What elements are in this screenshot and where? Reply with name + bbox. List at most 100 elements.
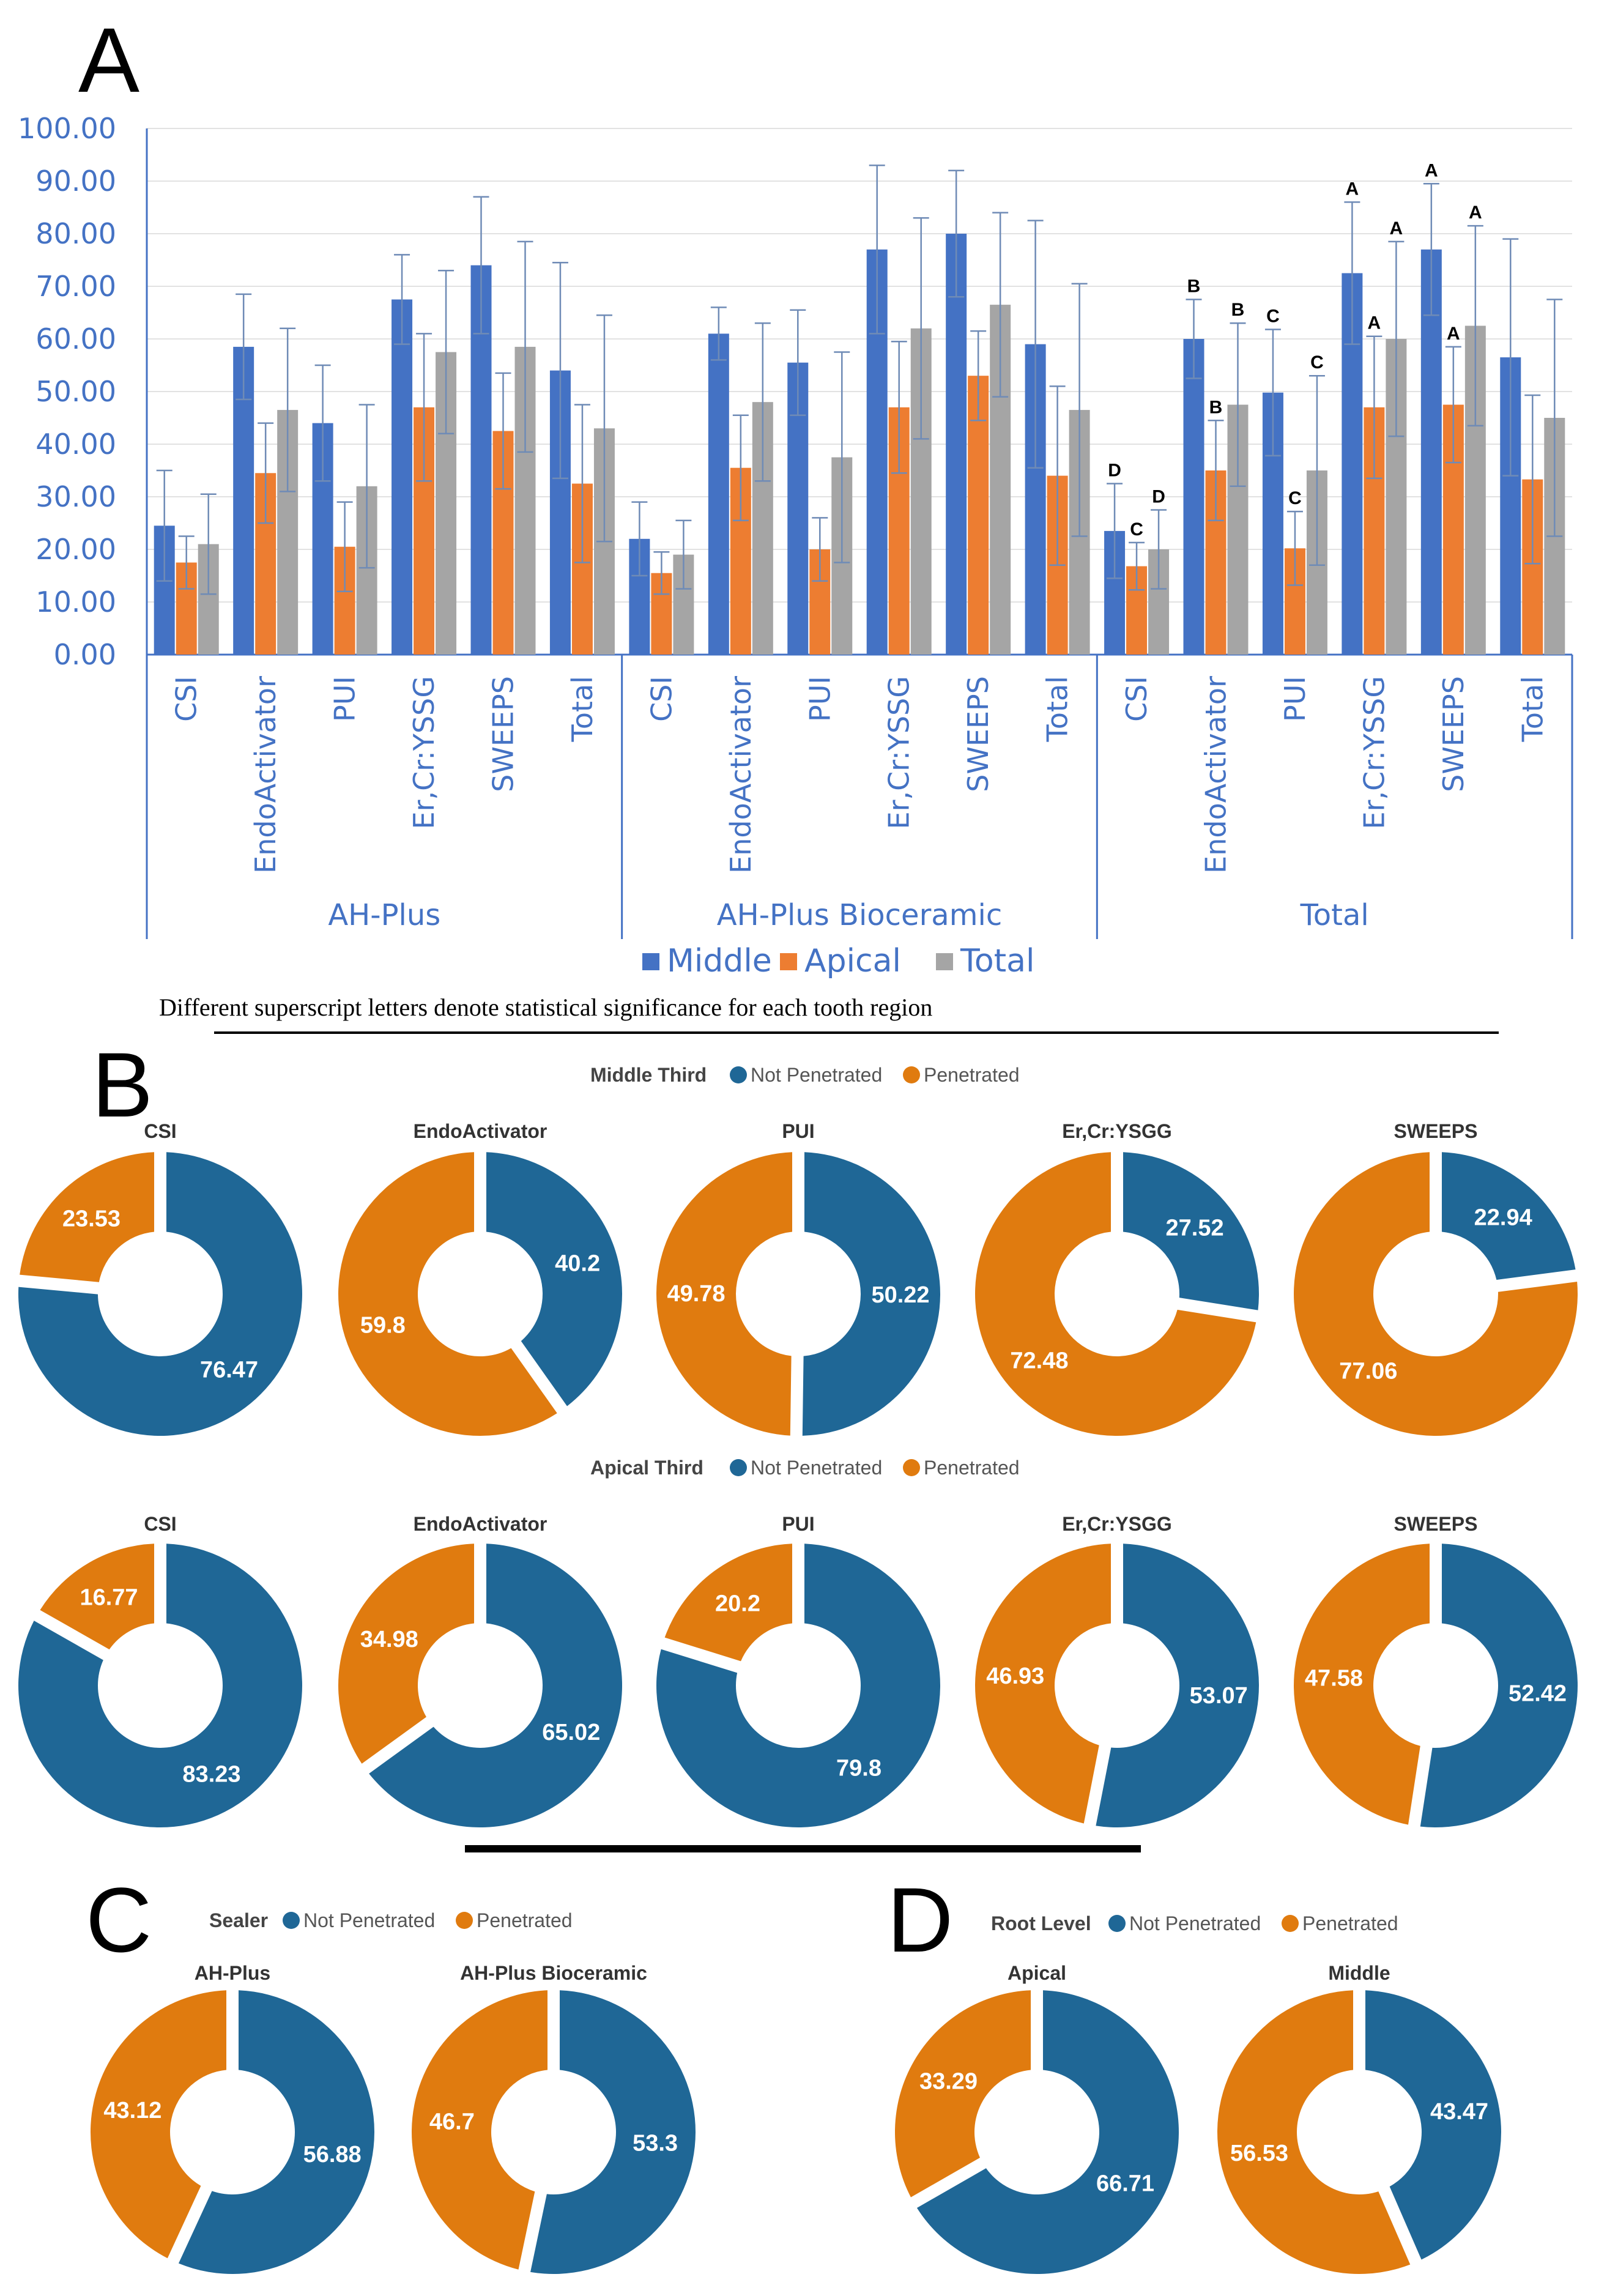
donut-title: PUI	[782, 1120, 814, 1142]
bar-middle	[392, 299, 413, 655]
donut-title: Er,Cr:YSGG	[1062, 1120, 1172, 1142]
panel-label-a: A	[78, 9, 139, 111]
legend-dot	[1282, 1915, 1299, 1932]
legend-dot	[283, 1912, 300, 1929]
bar-chart-a: 0.00 10.00 20.00 30.00 40.00 50.00 60.00 70.00 8…	[18, 112, 1573, 979]
panel-label-c: C	[86, 1868, 152, 1971]
donut-slice-not-penetrated	[530, 1990, 696, 2274]
category-label: PUI	[328, 676, 362, 722]
significance-letter: A	[1390, 218, 1403, 239]
significance-letter: A	[1425, 160, 1438, 180]
donut-slice-not-penetrated	[916, 1990, 1179, 2275]
category-label: EndoActivator	[1200, 676, 1233, 874]
donut-legend-label: Penetrated	[477, 1909, 573, 1931]
y-tick-label: 80.00	[35, 217, 116, 250]
significance-letter: B	[1187, 277, 1201, 297]
donut-slice-not-penetrated	[178, 1990, 375, 2275]
legend-swatch-apical	[780, 953, 797, 970]
category-label: SWEEPS	[962, 676, 995, 792]
legend-dot	[456, 1912, 473, 1929]
category-label: Total	[1041, 676, 1074, 742]
group-label: AH-Plus	[328, 898, 440, 932]
donut-legend-label: Not Penetrated	[1129, 1912, 1261, 1934]
donut-legend-title: Middle Third	[590, 1064, 707, 1086]
donut-slice-not-penetrated	[18, 1544, 303, 1828]
category-label: PUI	[1279, 676, 1312, 722]
donut-slice-penetrated	[656, 1152, 793, 1436]
significance-letter: A	[1368, 313, 1381, 333]
donut-slice-penetrated	[412, 1990, 548, 2270]
legend-dot	[903, 1066, 920, 1083]
donut-slice-penetrated	[974, 1152, 1256, 1436]
donut-value-penetrated: 34.98	[360, 1627, 418, 1652]
legend-swatch-middle	[642, 953, 659, 970]
legend-label: Total	[960, 943, 1034, 979]
donut-value-not-penetrated: 52.42	[1509, 1681, 1567, 1707]
donut-slice-penetrated	[91, 1990, 227, 2259]
donut-value-not-penetrated: 53.07	[1190, 1683, 1248, 1709]
significance-letter: D	[1108, 461, 1121, 481]
donut-title: Apical	[1008, 1962, 1066, 1984]
donut-title: SWEEPS	[1394, 1120, 1478, 1142]
donut-title: Middle	[1328, 1962, 1390, 1984]
significance-letter: B	[1209, 397, 1223, 417]
donut-legend-title: Apical Third	[590, 1457, 703, 1479]
legend-swatch-total	[936, 953, 953, 970]
y-tick-label: 50.00	[35, 375, 116, 408]
donut-title: AH-Plus	[195, 1962, 270, 1984]
donut-value-penetrated: 46.93	[986, 1663, 1044, 1689]
donut-value-not-penetrated: 22.94	[1474, 1205, 1532, 1231]
donut-value-penetrated: 56.53	[1230, 2141, 1288, 2166]
donut-slice-penetrated	[40, 1544, 155, 1650]
donut-legend-label: Penetrated	[924, 1064, 1020, 1086]
significance-letter: C	[1310, 352, 1324, 373]
category-label: Total	[566, 676, 599, 742]
donut-title: EndoActivator	[414, 1120, 547, 1142]
category-label: SWEEPS	[487, 676, 520, 792]
category-label: Er,Cr:YSSG	[883, 676, 916, 829]
donut-slice-not-penetrated	[18, 1152, 303, 1436]
bar-middle	[946, 234, 967, 655]
y-tick-label: 40.00	[35, 428, 116, 461]
donut-legend-label: Penetrated	[1302, 1912, 1398, 1934]
donut-title: AH-Plus Bioceramic	[460, 1962, 647, 1984]
donut-title: CSI	[144, 1513, 176, 1535]
significance-note: Different superscript letters denote sta…	[159, 994, 932, 1021]
donut-title: SWEEPS	[1394, 1513, 1478, 1535]
legend-dot	[903, 1459, 920, 1476]
donut-slice-penetrated	[1294, 1544, 1430, 1825]
donut-value-penetrated: 43.12	[103, 2098, 161, 2123]
group-label: Total	[1300, 898, 1369, 932]
category-label: PUI	[803, 676, 836, 722]
donut-slice-penetrated	[1294, 1152, 1578, 1436]
donut-slice-not-penetrated	[802, 1152, 941, 1436]
donut-value-penetrated: 16.77	[80, 1585, 138, 1611]
panel-label-d: D	[887, 1868, 953, 1971]
donut-legend-title: Sealer	[209, 1909, 268, 1931]
significance-letter: A	[1346, 179, 1359, 199]
donut-value-penetrated: 33.29	[919, 2068, 978, 2094]
group-label: AH-Plus Bioceramic	[717, 898, 1002, 932]
donut-value-not-penetrated: 65.02	[542, 1720, 600, 1745]
donut-value-not-penetrated: 40.2	[555, 1250, 600, 1276]
donut-slice-penetrated	[338, 1544, 475, 1764]
donut-charts: Middle Third Not Penetrated Penetrated CSI 7…	[18, 1064, 1578, 2275]
donut-legend-title: Root Level	[991, 1912, 1091, 1934]
panel-label-b: B	[92, 1033, 153, 1136]
donut-legend-label: Not Penetrated	[751, 1457, 882, 1479]
donut-value-penetrated: 46.7	[429, 2109, 475, 2135]
category-label: Er,Cr:YSSG	[1357, 676, 1390, 829]
y-tick-label: 10.00	[35, 585, 116, 619]
y-tick-label: 0.00	[54, 638, 116, 671]
significance-letter: C	[1288, 488, 1302, 508]
donut-value-penetrated: 59.8	[360, 1313, 406, 1339]
donut-legend-label: Not Penetrated	[751, 1064, 882, 1086]
significance-letter: D	[1152, 487, 1165, 507]
donut-slice-penetrated	[1217, 1990, 1411, 2275]
y-tick-label: 70.00	[35, 270, 116, 303]
legend-label: Apical	[804, 943, 901, 979]
donut-slice-not-penetrated	[486, 1152, 623, 1406]
category-label: SWEEPS	[1437, 676, 1470, 792]
significance-letter: C	[1130, 519, 1143, 540]
